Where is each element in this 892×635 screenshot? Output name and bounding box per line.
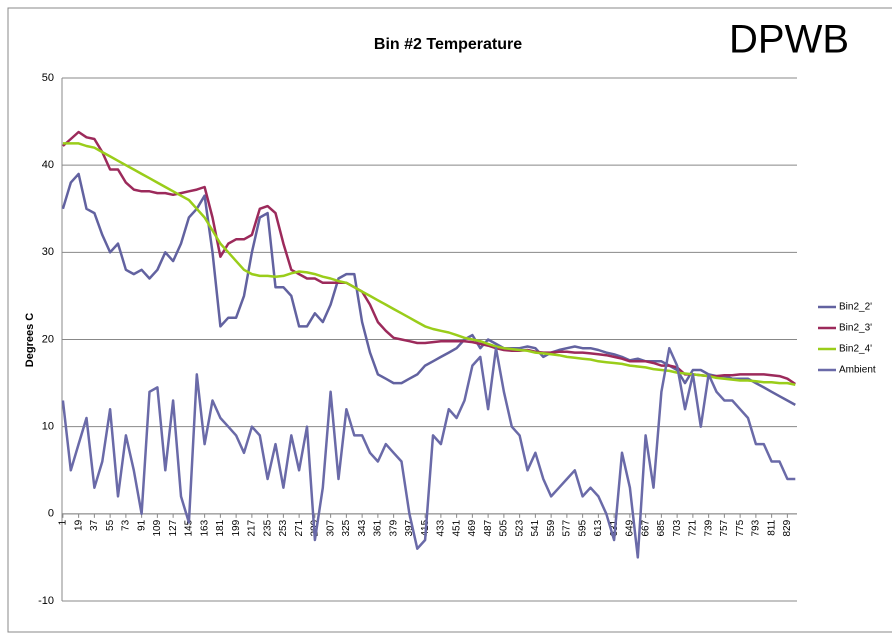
x-tick-label: 109 [152,519,163,536]
y-tick-label: 30 [42,246,54,258]
x-tick-label: 649 [625,519,636,536]
x-tick-label: 487 [483,519,494,536]
legend-label: Bin2_4' [839,344,872,355]
x-tick-label: 343 [357,519,368,536]
x-tick-label: 541 [530,519,541,536]
x-tick-label: 793 [751,519,762,536]
chart-border [7,7,892,633]
x-tick-label: 577 [562,519,573,536]
x-tick-label: 703 [672,519,683,536]
series-line [62,130,796,386]
annotation: DPWB [729,18,849,62]
series-line [61,346,796,559]
x-tick-label: 505 [499,519,510,536]
x-tick-label: 667 [640,519,651,536]
x-tick-label: 829 [782,519,793,536]
x-tick-label: 451 [451,519,462,536]
x-tick-label: 325 [341,519,352,536]
legend-label: Bin2_2' [839,302,872,313]
series-line [61,172,796,406]
legend-label: Ambient [839,365,876,376]
x-tick-label: 253 [278,519,289,536]
x-tick-label: 55 [105,519,116,531]
x-tick-label: 73 [121,519,132,531]
y-tick-label: 0 [48,508,54,520]
x-tick-label: 163 [199,519,210,536]
x-tick-label: 613 [593,519,604,536]
x-tick-label: 271 [294,519,305,536]
x-tick-label: 1 [58,519,69,525]
x-tick-label: 811 [766,519,777,535]
x-tick-label: 19 [73,519,84,531]
y-tick-label: -10 [38,595,54,607]
x-tick-label: 217 [247,519,258,536]
x-tick-label: 361 [373,519,384,536]
x-tick-label: 721 [688,519,699,536]
series-line [62,142,796,387]
y-tick-label: 40 [42,159,54,171]
x-tick-label: 145 [184,519,195,536]
x-tick-label: 235 [262,519,273,536]
x-tick-label: 433 [436,519,447,536]
x-tick-label: 469 [467,519,478,536]
y-tick-label: 50 [42,72,54,84]
legend-label: Bin2_3' [839,323,872,334]
x-tick-label: 397 [404,519,415,536]
x-tick-label: 91 [136,519,147,531]
x-tick-label: 757 [719,519,730,536]
y-tick-label: 20 [42,333,54,345]
x-tick-label: 595 [577,519,588,536]
x-tick-label: 181 [215,519,226,536]
x-tick-label: 379 [388,519,399,536]
x-tick-label: 739 [703,519,714,536]
y-tick-label: 10 [42,421,54,433]
chart-title: Bin #2 Temperature [374,36,522,53]
x-tick-label: 685 [656,519,667,536]
x-tick-label: 37 [89,519,100,531]
x-tick-label: 199 [231,519,242,536]
x-tick-label: 775 [735,519,746,536]
x-tick-label: 127 [168,519,179,536]
x-tick-label: 523 [514,519,525,536]
x-tick-label: 559 [546,519,557,536]
x-tick-label: 307 [325,519,336,536]
y-axis-label: Degrees C [24,313,36,367]
